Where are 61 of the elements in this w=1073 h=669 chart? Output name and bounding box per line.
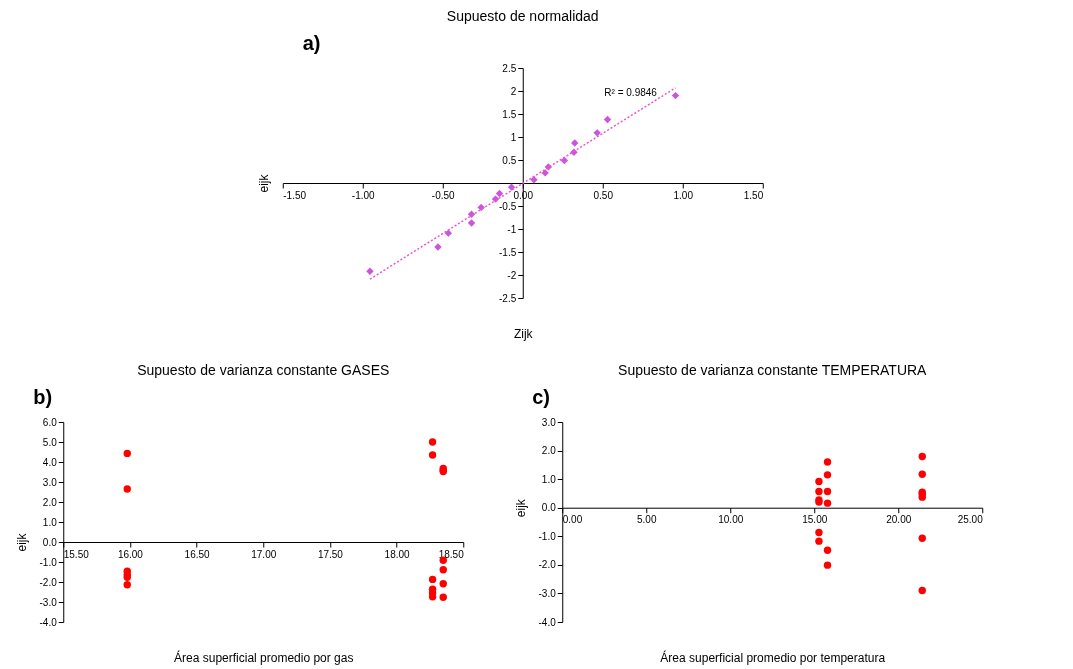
x-tick-label: 5.00 bbox=[637, 514, 657, 526]
x-tick-label: 17.50 bbox=[317, 548, 344, 560]
y-tick-label: 3.0 bbox=[541, 416, 557, 428]
y-tick-label: 6.0 bbox=[42, 416, 58, 428]
y-tick-label: -2.0 bbox=[39, 576, 58, 588]
chart-title: Supuesto de varianza constante TEMPERATURA bbox=[618, 362, 928, 378]
y-tick-label: 0.5 bbox=[502, 154, 517, 166]
y-tick-label: -3.0 bbox=[538, 587, 557, 599]
text: c) bbox=[532, 386, 551, 408]
x-tick-label: 15.00 bbox=[802, 514, 828, 526]
x-axis-title: Área superficial promedio por temperatura bbox=[660, 649, 886, 665]
y-tick-label: -3.0 bbox=[39, 596, 58, 608]
text: b) bbox=[33, 386, 53, 408]
y-tick-label: -1.0 bbox=[538, 530, 557, 542]
x-tick-label: 20.00 bbox=[886, 514, 912, 526]
x-tick-label: -1.00 bbox=[351, 189, 376, 201]
y-tick-label: 1 bbox=[510, 131, 517, 143]
x-tick-label: 18.50 bbox=[438, 548, 465, 560]
chart-title: Supuesto de normalidad bbox=[446, 8, 599, 24]
x-tick-label: 16.00 bbox=[117, 548, 144, 560]
y-tick-label: -2.0 bbox=[538, 559, 557, 571]
y-tick-label: -4.0 bbox=[538, 616, 557, 628]
y-tick-label: 4.0 bbox=[42, 456, 58, 468]
x-tick-label: 25.00 bbox=[957, 514, 984, 526]
annotation: R² = 0.9846 bbox=[604, 87, 658, 99]
x-axis-title: Zijk bbox=[513, 326, 534, 341]
x-tick-label: 1.00 bbox=[673, 189, 694, 201]
y-tick-label: 2 bbox=[510, 85, 517, 97]
chart-title: Supuesto de varianza constante GASES bbox=[137, 362, 390, 378]
y-tick-label: 1.0 bbox=[541, 473, 557, 485]
x-tick-label: 16.50 bbox=[184, 548, 211, 560]
y-tick-label: 0.0 bbox=[541, 502, 557, 514]
y-axis-title: eijk bbox=[257, 173, 272, 193]
y-tick-label: -1.5 bbox=[499, 246, 517, 258]
y-tick-label: 2.0 bbox=[42, 496, 58, 508]
x-tick-label: 0.50 bbox=[593, 189, 614, 201]
y-tick-label: -0.5 bbox=[499, 200, 517, 212]
y-tick-label: 1.5 bbox=[502, 108, 517, 120]
x-tick-label: 10.00 bbox=[718, 514, 744, 526]
y-tick-label: -4.0 bbox=[39, 616, 58, 628]
x-tick-label: 15.50 bbox=[63, 548, 90, 560]
x-tick-label: 17.00 bbox=[251, 548, 277, 560]
y-tick-label: -1 bbox=[507, 223, 517, 235]
y-axis-title: eijk bbox=[513, 498, 528, 518]
x-axis-title: Área superficial promedio por gas bbox=[174, 649, 354, 665]
x-tick-label: 0.00 bbox=[562, 514, 583, 526]
x-tick-label: -1.50 bbox=[283, 189, 307, 201]
x-tick-label: 18.00 bbox=[384, 548, 411, 560]
x-tick-label: 1.50 bbox=[743, 189, 764, 201]
y-tick-label: -2.5 bbox=[499, 292, 517, 304]
y-tick-label: -2 bbox=[507, 269, 517, 281]
y-tick-label: -1.0 bbox=[39, 556, 58, 568]
y-tick-label: 1.0 bbox=[42, 516, 58, 528]
y-tick-label: 5.0 bbox=[42, 436, 58, 448]
y-tick-label: 2.5 bbox=[502, 62, 517, 74]
text: a) bbox=[302, 32, 321, 54]
x-tick-label: -0.50 bbox=[431, 189, 456, 201]
y-tick-label: 3.0 bbox=[42, 476, 58, 488]
y-tick-label: 2.0 bbox=[541, 445, 557, 457]
y-tick-label: 0.0 bbox=[42, 536, 58, 548]
y-axis-title: eijk bbox=[14, 532, 29, 552]
